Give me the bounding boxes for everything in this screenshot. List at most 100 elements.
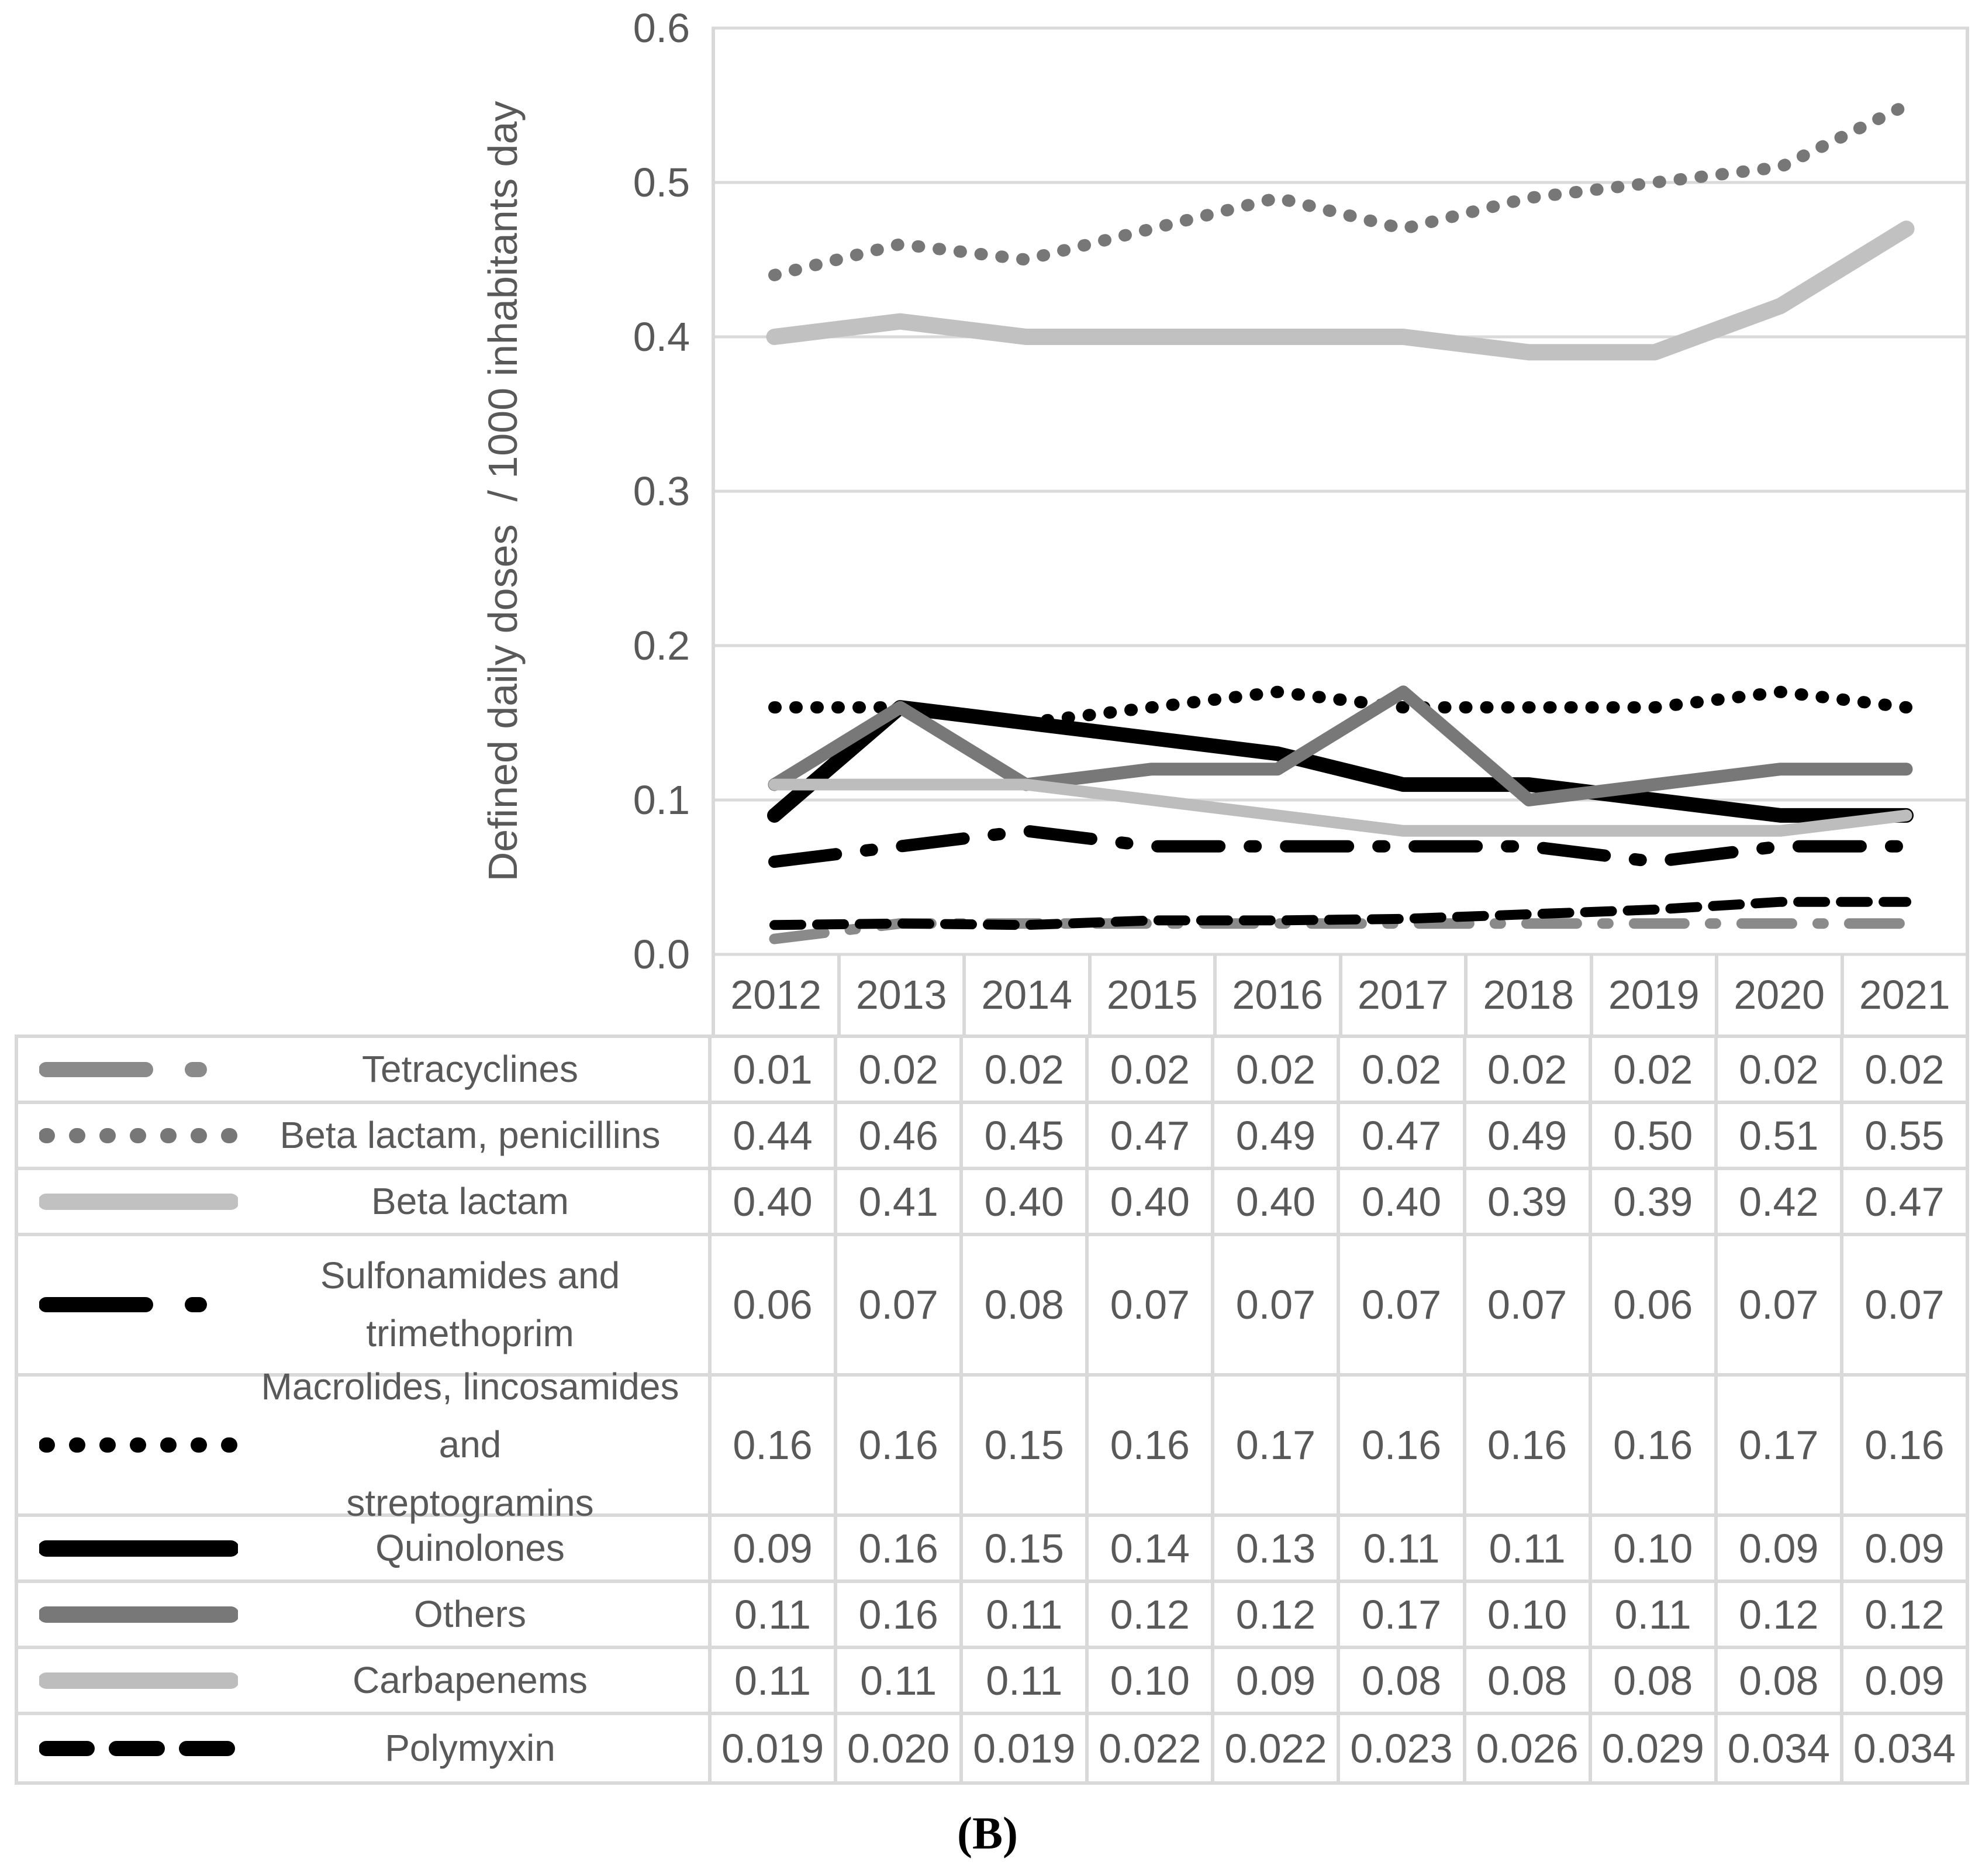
table-value-2017: 0.023 xyxy=(1340,1715,1466,1781)
table-value-2013: 0.41 xyxy=(837,1170,964,1233)
y-tick-label-0.3: 0.3 xyxy=(633,468,690,514)
legend-cell: Others xyxy=(18,1583,712,1646)
table-value-2019: 0.11 xyxy=(1592,1583,1718,1646)
series-line-beta-lactam xyxy=(766,220,1915,361)
legend-label: Sulfonamides and trimethoprim xyxy=(320,1254,620,1354)
table-value-2017: 0.16 xyxy=(1340,1377,1466,1513)
table-value-2019: 0.08 xyxy=(1592,1649,1718,1712)
table-value-2012: 0.06 xyxy=(712,1236,838,1373)
table-value-2017: 0.11 xyxy=(1340,1517,1466,1580)
table-value-2020: 0.02 xyxy=(1718,1038,1843,1101)
table-value-2014: 0.11 xyxy=(963,1583,1089,1646)
table-value-2016: 0.13 xyxy=(1214,1517,1341,1580)
table-value-2013: 0.02 xyxy=(837,1038,964,1101)
series-line-beta-lactam-penicillins xyxy=(768,99,1912,281)
table-value-2015: 0.12 xyxy=(1089,1583,1215,1646)
table-value-2020: 0.08 xyxy=(1718,1649,1843,1712)
y-tick-label-0.2: 0.2 xyxy=(633,623,690,668)
x-axis-label-2014: 2014 xyxy=(962,954,1088,1034)
table-value-2018: 0.08 xyxy=(1466,1649,1592,1712)
legend-label: Others xyxy=(413,1592,527,1635)
table-value-2014: 0.02 xyxy=(963,1038,1089,1101)
series-line-quinolones xyxy=(767,700,1914,823)
table-value-2018: 0.16 xyxy=(1466,1377,1592,1513)
table-value-2021: 0.034 xyxy=(1853,1725,1956,1771)
table-value-2018: 0.39 xyxy=(1466,1170,1592,1233)
table-value-2021: 0.12 xyxy=(1864,1591,1945,1637)
table-value-2016: 0.09 xyxy=(1214,1649,1341,1712)
table-value-2012: 0.019 xyxy=(712,1715,838,1781)
table-value-2016: 0.17 xyxy=(1214,1377,1341,1513)
table-value-2016: 0.02 xyxy=(1214,1038,1341,1101)
legend-cell: Sulfonamides and trimethoprim xyxy=(18,1236,712,1373)
legend-label: Polymyxin xyxy=(385,1726,555,1769)
legend-label: Quinolones xyxy=(375,1526,565,1569)
table-value-2014: 0.15 xyxy=(963,1517,1089,1580)
x-axis-label-2012: 2012 xyxy=(712,954,837,1034)
series-line-sulfonamides-and-trimethoprim xyxy=(768,825,1912,868)
legend-cell: Macrolides, lincosamides and streptogram… xyxy=(18,1365,712,1524)
table-value-2020: 0.42 xyxy=(1718,1170,1843,1233)
table-value-2013: 0.46 xyxy=(837,1104,964,1167)
table-value-2013: 0.07 xyxy=(837,1236,964,1373)
table-value-2012: 0.16 xyxy=(712,1377,838,1513)
table-value-2016: 0.07 xyxy=(1214,1236,1341,1373)
series-line-carbapenems xyxy=(768,778,1912,837)
table-value-2013: 0.020 xyxy=(837,1715,964,1781)
table-value-2017: 0.47 xyxy=(1340,1104,1466,1167)
table-value-2015: 0.022 xyxy=(1089,1715,1215,1781)
legend-label: Beta lactam, penicillins xyxy=(279,1113,661,1156)
table-value-2016: 0.12 xyxy=(1214,1583,1341,1646)
table-value-2020: 0.17 xyxy=(1718,1377,1843,1513)
legend-line-sample-icon xyxy=(39,1127,238,1143)
table-value-2015: 0.40 xyxy=(1089,1170,1215,1233)
table-value-2015: 0.16 xyxy=(1089,1377,1215,1513)
table-row: Tetracyclines 0.01 0.02 0.02 0.02 0.02 0.02 0.0… xyxy=(18,1038,1966,1104)
legend-label: Beta lactam xyxy=(371,1180,569,1222)
table-value-2019: 0.029 xyxy=(1592,1715,1718,1781)
table-value-2016: 0.49 xyxy=(1214,1104,1341,1167)
table-value-2015: 0.02 xyxy=(1089,1038,1215,1101)
line-chart-plot-area xyxy=(712,26,1969,956)
legend-line-sample-icon xyxy=(39,1437,238,1453)
x-axis-category-strip: 2012 2013 2014 2015 2016 2017 2018 2019 2020 2021 xyxy=(712,954,1969,1034)
table-value-2012: 0.11 xyxy=(712,1649,838,1712)
table-value-2013: 0.16 xyxy=(837,1583,964,1646)
table-value-2014: 0.11 xyxy=(963,1649,1089,1712)
table-value-2017: 0.40 xyxy=(1340,1170,1466,1233)
table-value-2016: 0.40 xyxy=(1214,1170,1341,1233)
legend-cell: Carbapenems xyxy=(18,1649,712,1712)
table-row: Carbapenems 0.11 0.11 0.11 0.10 0.09 0.08 0.08 0… xyxy=(18,1649,1966,1715)
table-row: Polymyxin 0.019 0.020 0.019 0.022 0.022 0.023 0… xyxy=(18,1715,1966,1781)
table-row: Others 0.11 0.16 0.11 0.12 0.12 0.17 0.10 0.11 0.… xyxy=(18,1583,1966,1649)
table-value-2013: 0.11 xyxy=(837,1649,964,1712)
x-axis-label-2017: 2017 xyxy=(1338,954,1465,1034)
table-row: Sulfonamides and trimethoprim 0.06 0.07 0.0… xyxy=(18,1236,1966,1377)
table-value-2014: 0.40 xyxy=(963,1170,1089,1233)
legend-cell: Beta lactam, penicillins xyxy=(18,1104,712,1167)
y-tick-label-0.5: 0.5 xyxy=(633,160,690,205)
series-line-polymyxin xyxy=(769,896,1911,930)
legend-line-sample-icon xyxy=(39,1540,238,1557)
table-value-2013: 0.16 xyxy=(837,1377,964,1513)
table-value-2015: 0.14 xyxy=(1089,1517,1215,1580)
x-axis-label-2019: 2019 xyxy=(1589,954,1715,1034)
table-value-2021: 0.09 xyxy=(1864,1525,1945,1571)
table-value-2020: 0.09 xyxy=(1718,1517,1843,1580)
table-value-2021: 0.16 xyxy=(1864,1422,1945,1468)
table-value-2015: 0.47 xyxy=(1089,1104,1215,1167)
table-value-2019: 0.39 xyxy=(1592,1170,1718,1233)
table-value-2020: 0.12 xyxy=(1718,1583,1843,1646)
table-value-2014: 0.15 xyxy=(963,1377,1089,1513)
table-value-2021: 0.55 xyxy=(1864,1112,1945,1158)
table-value-2017: 0.08 xyxy=(1340,1649,1466,1712)
legend-line-sample-icon xyxy=(39,1297,238,1312)
legend-label: Tetracyclines xyxy=(362,1047,578,1090)
table-value-2017: 0.02 xyxy=(1340,1038,1466,1101)
legend-label: Macrolides, lincosamides and streptogram… xyxy=(261,1365,679,1524)
x-axis-label-2020: 2020 xyxy=(1715,954,1841,1034)
x-axis-label-2013: 2013 xyxy=(837,954,963,1034)
table-value-2012: 0.11 xyxy=(712,1583,838,1646)
legend-cell: Quinolones xyxy=(18,1517,712,1580)
